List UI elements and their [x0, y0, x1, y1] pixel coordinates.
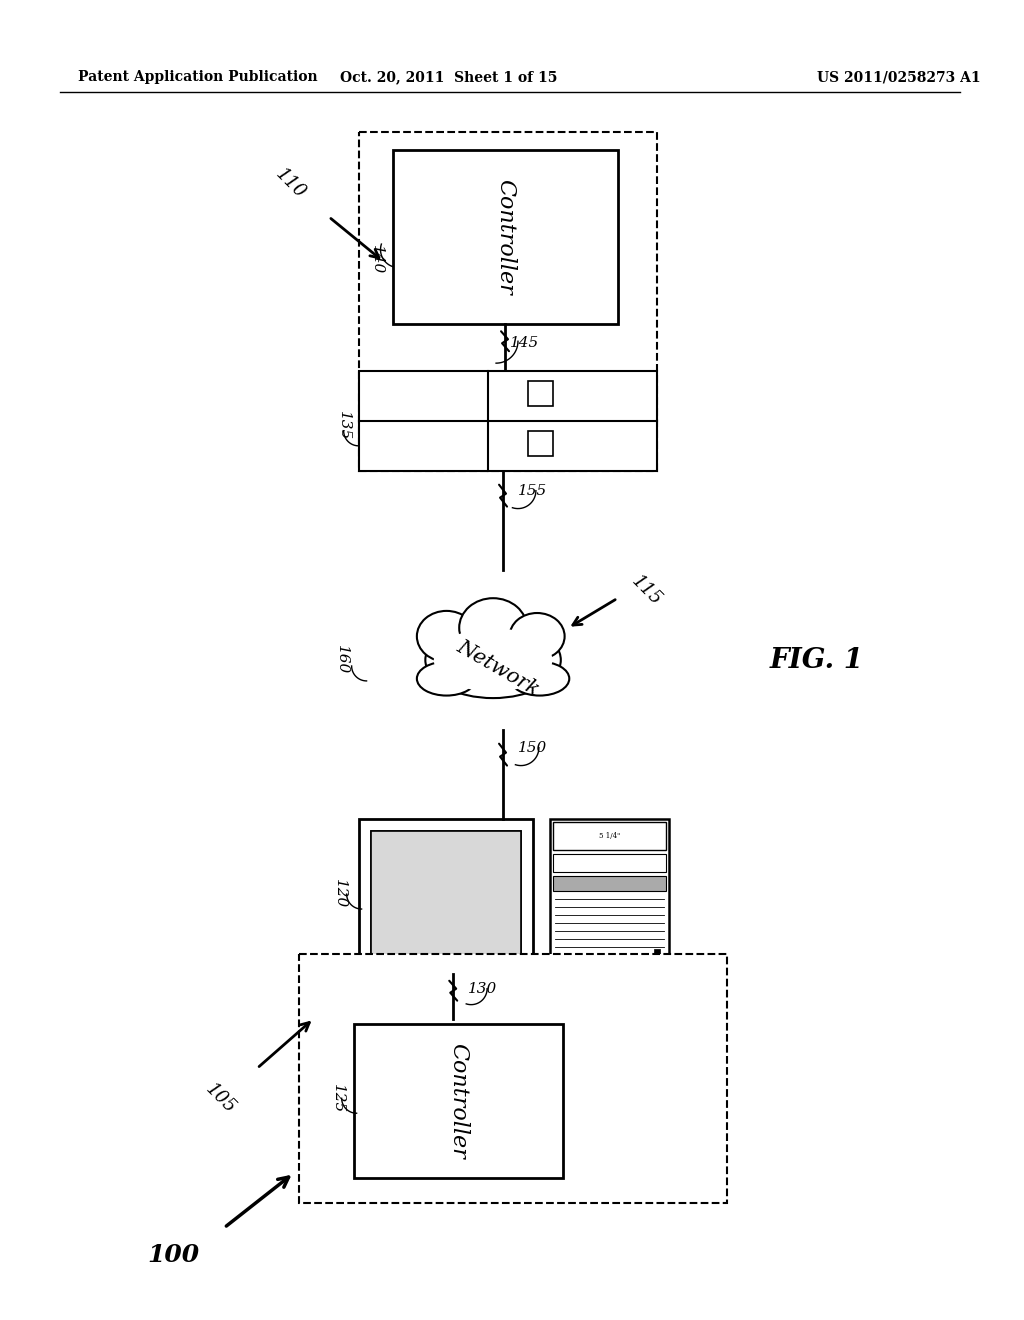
- Text: 100: 100: [147, 1242, 200, 1267]
- Ellipse shape: [510, 612, 564, 660]
- Bar: [353, 1023, 563, 1177]
- Text: FIG. 1: FIG. 1: [770, 647, 864, 673]
- Ellipse shape: [434, 628, 552, 692]
- Text: US 2011/0258273 A1: US 2011/0258273 A1: [817, 70, 980, 84]
- Text: Controller: Controller: [447, 1043, 469, 1159]
- Text: 105: 105: [202, 1080, 239, 1118]
- Bar: [528, 381, 553, 407]
- Text: 115: 115: [628, 572, 665, 609]
- Text: 140: 140: [370, 246, 384, 275]
- Bar: [358, 820, 532, 974]
- Bar: [371, 832, 521, 958]
- Bar: [553, 822, 667, 850]
- Text: 135: 135: [337, 412, 350, 441]
- Text: Controller: Controller: [495, 180, 516, 296]
- Text: 160: 160: [335, 645, 348, 675]
- Bar: [553, 854, 667, 873]
- Ellipse shape: [417, 611, 476, 661]
- Bar: [358, 132, 657, 471]
- Bar: [654, 949, 660, 954]
- Bar: [528, 430, 553, 455]
- Ellipse shape: [417, 661, 476, 696]
- Ellipse shape: [459, 598, 527, 657]
- Text: 145: 145: [510, 337, 540, 350]
- Bar: [299, 954, 727, 1203]
- Text: 130: 130: [468, 982, 498, 995]
- Bar: [371, 832, 521, 958]
- Ellipse shape: [510, 661, 569, 696]
- Text: 125: 125: [331, 1084, 345, 1113]
- Text: 110: 110: [271, 165, 309, 202]
- Bar: [358, 371, 657, 471]
- Text: 150: 150: [518, 741, 547, 755]
- Ellipse shape: [425, 622, 561, 698]
- Bar: [553, 876, 667, 891]
- Bar: [393, 150, 617, 325]
- Text: Oct. 20, 2011  Sheet 1 of 15: Oct. 20, 2011 Sheet 1 of 15: [340, 70, 557, 84]
- Text: 120: 120: [333, 879, 347, 908]
- Text: 155: 155: [518, 483, 547, 498]
- Text: Network: Network: [454, 636, 543, 700]
- Text: Patent Application Publication: Patent Application Publication: [78, 70, 317, 84]
- Text: 5 1/4": 5 1/4": [599, 833, 621, 841]
- Bar: [550, 820, 670, 974]
